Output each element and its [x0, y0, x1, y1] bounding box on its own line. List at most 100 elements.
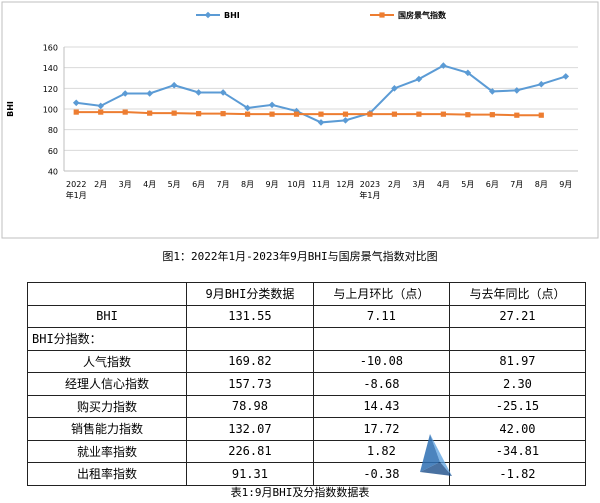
- y-axis-label: BHI: [6, 101, 15, 117]
- table-row: 经理人信心指数 157.73 -8.68 2.30: [27, 372, 587, 396]
- chart-caption: 图1：2022年1月-2023年9月BHI与国房景气指数对比图: [162, 250, 438, 263]
- row-label: 经理人信心指数: [27, 372, 187, 396]
- cell-value: -25.15: [448, 394, 587, 418]
- data-point: [244, 104, 251, 112]
- x-tick-label: 3月: [119, 180, 132, 189]
- table-header-cell: 与上月环比（点）: [312, 282, 450, 306]
- cell-value: 157.73: [186, 372, 314, 396]
- data-point: [416, 111, 422, 117]
- table-header-cell: 9月BHI分类数据: [186, 282, 314, 306]
- x-tick-label: 2023: [360, 180, 380, 189]
- x-tick-label: 10月: [287, 180, 305, 189]
- data-point: [293, 111, 300, 117]
- x-tick-label: 7月: [510, 180, 523, 189]
- data-point: [318, 111, 324, 117]
- x-tick-label: 6月: [486, 180, 499, 189]
- data-point: [562, 73, 570, 80]
- data-point: [367, 111, 373, 117]
- table-row: 销售能力指数 132.07 17.72 42.00: [27, 417, 587, 441]
- x-tick-label: 3月: [412, 180, 425, 189]
- table-header-cell: 与去年同比（点）: [448, 282, 587, 306]
- table-header-cell: [27, 282, 187, 306]
- y-tick-label: 160: [43, 44, 58, 53]
- data-point: [268, 101, 276, 109]
- x-tick-label: 2月: [94, 180, 107, 189]
- y-tick-label: 100: [43, 106, 58, 115]
- y-tick-label: 60: [48, 147, 58, 156]
- data-point: [146, 90, 153, 97]
- bhi-data-table: 9月BHI分类数据 与上月环比（点） 与去年同比（点） BHI 131.55 7…: [27, 282, 587, 486]
- row-label: 人气指数: [27, 349, 187, 373]
- cell-value: 42.00: [448, 417, 587, 441]
- data-point: [489, 88, 496, 95]
- cell-value: 131.55: [186, 304, 314, 328]
- cell-value: 17.72: [312, 417, 450, 441]
- data-point: [342, 111, 349, 117]
- cell-value: 169.82: [186, 349, 314, 373]
- section-label: BHI分指数：: [27, 327, 187, 351]
- data-point: [440, 62, 447, 69]
- table-row: 人气指数 169.82 -10.08 81.97: [27, 349, 587, 373]
- data-point: [464, 69, 472, 77]
- x-tick-label: 5月: [461, 180, 474, 189]
- data-point: [72, 99, 80, 107]
- data-point: [98, 109, 104, 115]
- y-tick-label: 120: [43, 85, 58, 94]
- data-point: [538, 112, 544, 118]
- table-caption: 表1:9月BHI及分指数数据表: [230, 486, 370, 499]
- data-point: [317, 119, 325, 126]
- cell-value: 226.81: [186, 439, 314, 463]
- data-point: [440, 111, 446, 117]
- data-point: [171, 110, 177, 116]
- data-point: [73, 109, 79, 115]
- cell-value: 7.11: [312, 304, 450, 328]
- data-point: [391, 85, 398, 92]
- table-section-row: BHI分指数：: [27, 327, 587, 351]
- data-point: [391, 111, 398, 117]
- row-label: 出租率指数: [27, 462, 187, 486]
- row-label: 购买力指数: [27, 394, 187, 418]
- y-tick-label: 40: [48, 168, 58, 177]
- data-point: [195, 89, 202, 96]
- chart-frame: [1, 1, 599, 239]
- table-row: 购买力指数 78.98 14.43 -25.15: [27, 394, 587, 418]
- row-label: 就业率指数: [27, 439, 187, 463]
- cell-value: -10.08: [312, 349, 450, 373]
- data-point: [489, 112, 495, 118]
- x-tick-label: 7月: [217, 180, 230, 189]
- legend-marker: [379, 12, 385, 18]
- x-tick-label: 12月: [336, 180, 354, 189]
- data-point: [513, 87, 521, 94]
- legend-label: BHI: [224, 11, 240, 20]
- row-label: 销售能力指数: [27, 417, 187, 441]
- y-tick-label: 140: [43, 64, 58, 73]
- series-line-guofang: [76, 111, 542, 117]
- row-label: BHI: [27, 304, 187, 328]
- data-point: [97, 102, 105, 110]
- x-tick-label-line2: 年1月: [359, 190, 380, 200]
- cell-value: 2.30: [448, 372, 587, 396]
- cell-value: 78.98: [186, 394, 314, 418]
- data-point: [121, 90, 129, 97]
- data-point: [244, 111, 251, 117]
- legend-label: 国房景气指数: [398, 10, 447, 20]
- data-point: [415, 75, 423, 83]
- data-point: [269, 111, 275, 117]
- cell-empty: [312, 327, 450, 351]
- cell-value: -8.68: [312, 372, 450, 396]
- data-point: [465, 112, 471, 118]
- data-point: [537, 80, 545, 88]
- table-row: 就业率指数 226.81 1.82 -34.81: [27, 439, 587, 463]
- table-header-row: 9月BHI分类数据 与上月环比（点） 与去年同比（点）: [27, 282, 587, 306]
- data-point: [147, 110, 153, 116]
- cell-value: 132.07: [186, 417, 314, 441]
- cell-value: 81.97: [448, 349, 587, 373]
- x-tick-label: 4月: [143, 180, 156, 189]
- x-tick-label: 6月: [192, 180, 205, 189]
- x-tick-label: 8月: [535, 180, 548, 189]
- cell-empty: [186, 327, 314, 351]
- data-point: [122, 109, 128, 115]
- cell-value: 91.31: [186, 462, 314, 486]
- legend-marker: [204, 11, 212, 19]
